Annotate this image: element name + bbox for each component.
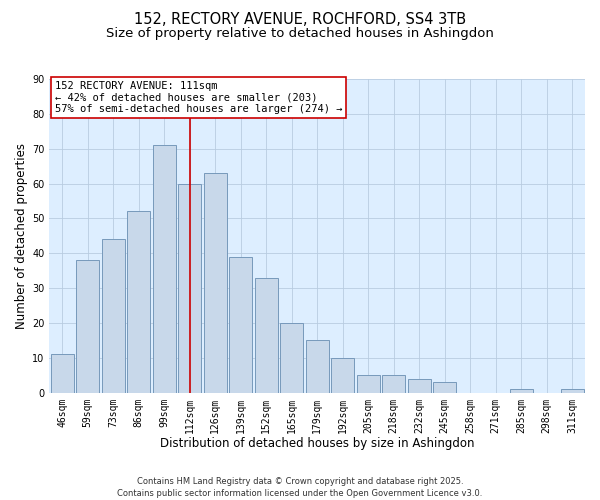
- Bar: [280, 323, 303, 392]
- Bar: [357, 376, 380, 392]
- Bar: [306, 340, 329, 392]
- Y-axis label: Number of detached properties: Number of detached properties: [15, 143, 28, 329]
- Text: Size of property relative to detached houses in Ashingdon: Size of property relative to detached ho…: [106, 28, 494, 40]
- Bar: [510, 389, 533, 392]
- Bar: [229, 257, 252, 392]
- Bar: [50, 354, 74, 393]
- Bar: [408, 379, 431, 392]
- X-axis label: Distribution of detached houses by size in Ashingdon: Distribution of detached houses by size …: [160, 437, 475, 450]
- Text: 152, RECTORY AVENUE, ROCHFORD, SS4 3TB: 152, RECTORY AVENUE, ROCHFORD, SS4 3TB: [134, 12, 466, 28]
- Bar: [101, 240, 125, 392]
- Bar: [178, 184, 201, 392]
- Bar: [255, 278, 278, 392]
- Bar: [433, 382, 456, 392]
- Text: 152 RECTORY AVENUE: 111sqm
← 42% of detached houses are smaller (203)
57% of sem: 152 RECTORY AVENUE: 111sqm ← 42% of deta…: [55, 80, 342, 114]
- Bar: [127, 212, 150, 392]
- Text: Contains HM Land Registry data © Crown copyright and database right 2025.
Contai: Contains HM Land Registry data © Crown c…: [118, 476, 482, 498]
- Bar: [382, 376, 405, 392]
- Bar: [204, 173, 227, 392]
- Bar: [152, 145, 176, 392]
- Bar: [76, 260, 99, 392]
- Bar: [561, 389, 584, 392]
- Bar: [331, 358, 354, 392]
